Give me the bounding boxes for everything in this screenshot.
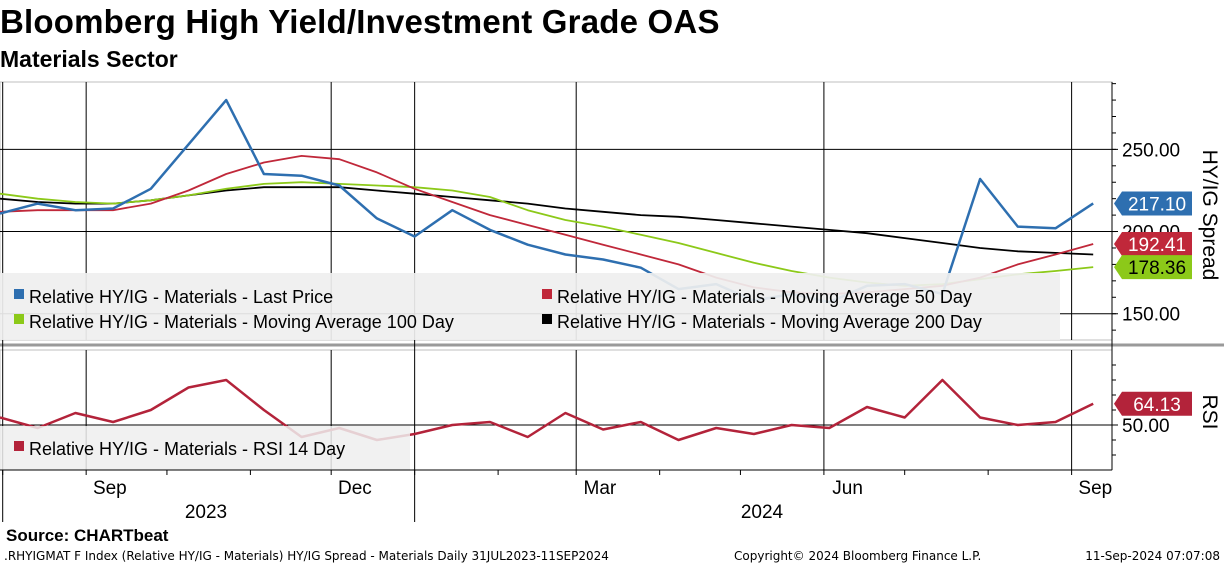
y-tick-label: 150.00 xyxy=(1122,305,1180,326)
legend-lower: Relative HY/IG - Materials - RSI 14 Day xyxy=(0,426,410,470)
rsi-callout: 64.13 xyxy=(1114,391,1192,416)
chart-subtitle: Materials Sector xyxy=(0,46,178,72)
value-callout-label: 64.13 xyxy=(1133,395,1181,416)
y-tick-label: 250.00 xyxy=(1122,140,1180,161)
y-tick-label: 50.00 xyxy=(1122,416,1170,437)
legend-swatch xyxy=(14,314,24,324)
series-line-relative-hy-ig-materials-last-price xyxy=(0,98,1094,304)
year-label: 2024 xyxy=(741,502,784,523)
timestamp: 11-Sep-2024 07:07:08 xyxy=(1085,549,1220,563)
source-label: Source: CHARTbeat xyxy=(6,526,169,545)
year-label: 2023 xyxy=(185,502,227,523)
legend-swatch xyxy=(14,441,24,451)
legend-background xyxy=(0,273,1060,340)
legend-label: Relative HY/IG - Materials - RSI 14 Day xyxy=(29,439,345,459)
legend-upper: Relative HY/IG - Materials - Last Price R… xyxy=(0,273,1060,340)
value-callout-box xyxy=(1114,232,1192,257)
legend-label: Relative HY/IG - Materials - Moving Aver… xyxy=(29,312,454,332)
legend-swatch xyxy=(14,289,24,299)
legend-swatch xyxy=(542,289,552,299)
value-callout-box xyxy=(1114,255,1192,280)
value-callout-box xyxy=(1114,391,1192,416)
x-tick-label: Jun xyxy=(832,478,863,499)
legend-label: Relative HY/IG - Materials - Moving Aver… xyxy=(557,312,982,332)
value-callout-label: 217.10 xyxy=(1128,194,1186,215)
ma100-callout: 178.36 xyxy=(1114,255,1192,280)
y-axis-title-lower: RSI xyxy=(1198,394,1221,429)
x-tick-label: Sep xyxy=(93,478,127,499)
ma50-callout: 192.41 xyxy=(1114,232,1192,256)
y-axis-title-upper: HY/IG Spread xyxy=(1198,150,1221,281)
value-callout-box xyxy=(1114,191,1192,216)
series-line-relative-hy-ig-materials-moving-average-200-day xyxy=(0,186,1094,256)
last-price-callout: 217.10 xyxy=(1114,191,1192,216)
value-callout-label: 178.36 xyxy=(1128,258,1186,279)
x-tick-label: Dec xyxy=(338,478,372,499)
x-tick-label: Mar xyxy=(584,478,617,499)
chart-title: Bloomberg High Yield/Investment Grade OA… xyxy=(0,3,720,40)
legend-label: Relative HY/IG - Materials - Last Price xyxy=(29,287,333,307)
value-callout-label: 192.41 xyxy=(1128,235,1186,256)
x-tick-label: Sep xyxy=(1078,478,1112,499)
index-description: .RHYIGMAT F Index (Relative HY/IG - Mate… xyxy=(4,549,609,563)
copyright-text: Copyright© 2024 Bloomberg Finance L.P. xyxy=(734,549,982,563)
series-line-relative-hy-ig-materials-rsi-14-day xyxy=(0,378,1094,442)
series-line-relative-hy-ig-materials-moving-average-100-day xyxy=(0,181,1094,287)
legend-label: Relative HY/IG - Materials - Moving Aver… xyxy=(557,287,972,307)
legend-background xyxy=(0,426,410,470)
legend-swatch xyxy=(542,314,552,324)
